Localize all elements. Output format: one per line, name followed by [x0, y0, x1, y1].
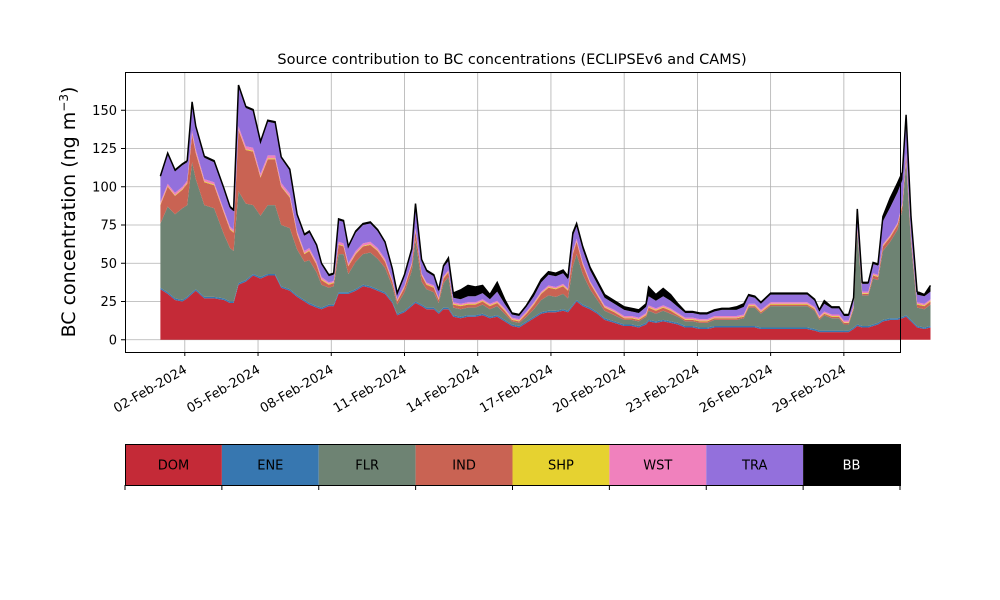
x-tick-label: 23-Feb-2024	[624, 362, 703, 416]
plot-frame	[125, 72, 901, 353]
legend-swatch-flr	[318, 444, 416, 485]
legend-swatch-wst	[609, 444, 707, 485]
y-axis-label-main: BC concentration (ng m	[58, 112, 80, 338]
area-flr	[160, 162, 931, 331]
legend-swatch-bb	[803, 444, 900, 485]
legend: DOM ENE FLR IND SHP WST TRA BB	[124, 444, 901, 490]
legend-swatch-shp	[512, 444, 610, 485]
x-tick-label: 14-Feb-2024	[404, 362, 483, 416]
legend-swatch-tra	[706, 444, 804, 485]
x-tick-label: 29-Feb-2024	[770, 362, 849, 416]
area-dom	[160, 275, 931, 340]
legend-label-shp: SHP	[548, 459, 574, 474]
legend-swatch-ind	[415, 444, 513, 485]
legend-label-bb: BB	[843, 459, 861, 474]
total-outline	[159, 84, 932, 316]
x-tick-label: 26-Feb-2024	[697, 362, 776, 416]
y-tick-label: 25	[100, 295, 117, 310]
x-tick-label: 02-Feb-2024	[111, 362, 190, 416]
x-tick-label: 11-Feb-2024	[331, 362, 410, 416]
y-tick-label: 75	[100, 219, 117, 234]
chart-title: Source contribution to BC concentrations…	[277, 52, 746, 68]
y-tick-label: 100	[92, 180, 117, 195]
x-axis-ticks: 02-Feb-202405-Feb-202408-Feb-202411-Feb-…	[111, 352, 849, 416]
legend-swatch-ene	[221, 444, 319, 485]
legend-label-dom: DOM	[158, 459, 189, 474]
legend-label-ene: ENE	[257, 459, 283, 474]
y-tick-label: 0	[109, 333, 117, 348]
y-tick-label: 50	[100, 257, 117, 272]
y-axis-label-superscript: −3	[57, 94, 71, 112]
y-tick-label: 150	[92, 104, 117, 119]
y-axis-label: BC concentration (ng m−3)	[57, 87, 80, 338]
stacked-areas	[160, 85, 931, 340]
x-tick-label: 20-Feb-2024	[551, 362, 630, 416]
x-tick-label: 17-Feb-2024	[477, 362, 556, 416]
legend-label-tra: TRA	[741, 459, 767, 474]
x-tick-label: 08-Feb-2024	[258, 362, 337, 416]
x-tick-label: 05-Feb-2024	[184, 362, 263, 416]
legend-label-wst: WST	[643, 459, 672, 474]
legend-swatch-dom	[125, 444, 222, 485]
legend-label-ind: IND	[452, 459, 476, 474]
y-axis-ticks: 0 25 50 75 100 125 150	[92, 104, 125, 348]
y-tick-label: 125	[92, 142, 117, 157]
legend-label-flr: FLR	[355, 459, 379, 474]
y-axis-label-close: )	[58, 87, 80, 94]
